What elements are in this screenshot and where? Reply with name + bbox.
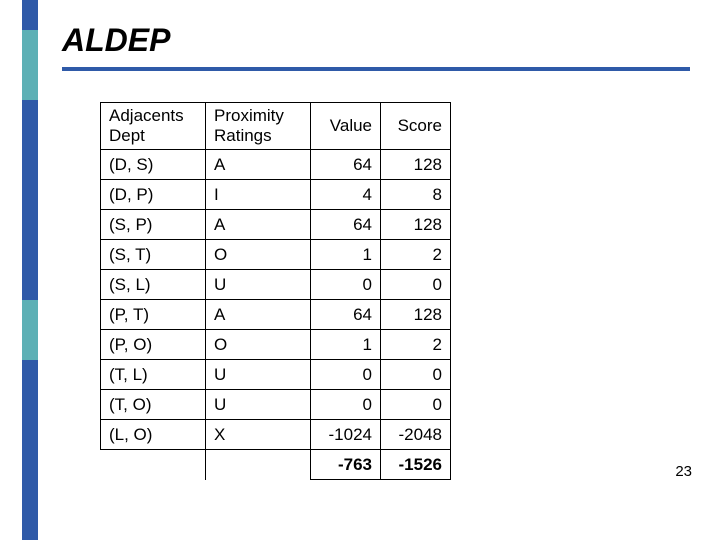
page-title: ALDEP (62, 22, 690, 67)
cell-score: 2 (381, 330, 451, 360)
cell-proximity: O (206, 330, 311, 360)
table-header-row: Adjacents Dept Proximity Ratings Value S… (101, 103, 451, 150)
cell-score: 0 (381, 360, 451, 390)
table-totals-row: -763-1526 (101, 450, 451, 480)
table-row: (T, O)U00 (101, 390, 451, 420)
cell-score: 128 (381, 210, 451, 240)
cell-adjacents: (S, T) (101, 240, 206, 270)
cell-proximity: A (206, 300, 311, 330)
cell-adjacents: (S, L) (101, 270, 206, 300)
page-number: 23 (675, 463, 692, 480)
cell-value: 1 (311, 330, 381, 360)
table-row: (T, L)U00 (101, 360, 451, 390)
cell-value: 64 (311, 150, 381, 180)
cell-value: -1024 (311, 420, 381, 450)
cell-adjacents: (D, S) (101, 150, 206, 180)
cell-adjacents: (D, P) (101, 180, 206, 210)
accent-segment (22, 360, 38, 540)
cell-total-value: -763 (311, 450, 381, 480)
cell-value: 64 (311, 210, 381, 240)
col-adjacents: Adjacents Dept (101, 103, 206, 150)
cell-score: 128 (381, 300, 451, 330)
title-block: ALDEP (62, 22, 690, 71)
cell-proximity: A (206, 210, 311, 240)
cell-proximity: A (206, 150, 311, 180)
table-row: (S, P)A64128 (101, 210, 451, 240)
table-row: (D, P)I48 (101, 180, 451, 210)
cell-value: 0 (311, 390, 381, 420)
table-row: (D, S)A64128 (101, 150, 451, 180)
cell-adjacents: (P, O) (101, 330, 206, 360)
cell-proximity: U (206, 270, 311, 300)
cell-value: 1 (311, 240, 381, 270)
cell-adjacents: (T, L) (101, 360, 206, 390)
cell-proximity: I (206, 180, 311, 210)
cell-score: 0 (381, 270, 451, 300)
cell-proximity: O (206, 240, 311, 270)
cell-value: 0 (311, 270, 381, 300)
table-row: (S, T)O12 (101, 240, 451, 270)
proximity-table: Adjacents Dept Proximity Ratings Value S… (100, 102, 451, 480)
cell-blank (101, 450, 206, 480)
table-row: (P, O)O12 (101, 330, 451, 360)
cell-total-score: -1526 (381, 450, 451, 480)
col-value: Value (311, 103, 381, 150)
cell-score: -2048 (381, 420, 451, 450)
accent-segment (22, 0, 38, 30)
cell-adjacents: (P, T) (101, 300, 206, 330)
cell-score: 0 (381, 390, 451, 420)
cell-score: 128 (381, 150, 451, 180)
cell-adjacents: (S, P) (101, 210, 206, 240)
cell-proximity: U (206, 360, 311, 390)
col-score: Score (381, 103, 451, 150)
cell-adjacents: (L, O) (101, 420, 206, 450)
table-row: (P, T)A64128 (101, 300, 451, 330)
cell-value: 4 (311, 180, 381, 210)
cell-proximity: X (206, 420, 311, 450)
proximity-table-wrap: Adjacents Dept Proximity Ratings Value S… (100, 102, 451, 480)
cell-proximity: U (206, 390, 311, 420)
accent-segment (22, 300, 38, 360)
cell-score: 2 (381, 240, 451, 270)
cell-adjacents: (T, O) (101, 390, 206, 420)
accent-segment (22, 30, 38, 100)
table-row: (L, O)X-1024-2048 (101, 420, 451, 450)
title-underline (62, 67, 690, 71)
cell-score: 8 (381, 180, 451, 210)
col-proximity: Proximity Ratings (206, 103, 311, 150)
accent-bar (22, 0, 38, 540)
table-row: (S, L)U00 (101, 270, 451, 300)
cell-blank (206, 450, 311, 480)
cell-value: 64 (311, 300, 381, 330)
accent-segment (22, 100, 38, 300)
cell-value: 0 (311, 360, 381, 390)
